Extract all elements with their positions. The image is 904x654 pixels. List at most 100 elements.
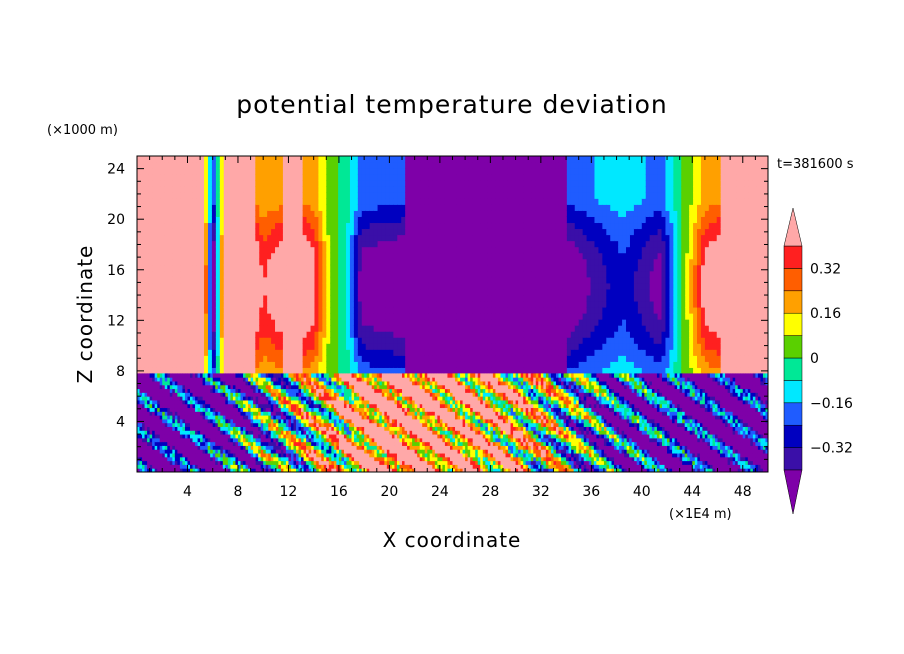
upper-cell [558,276,564,284]
upper-cell [503,349,509,356]
upper-cell [527,288,532,296]
upper-cell [255,222,260,230]
upper-cell [204,234,209,242]
upper-cell [622,300,627,308]
upper-cell [491,222,497,230]
upper-cell [204,198,209,205]
upper-cell [562,216,568,224]
upper-cell [480,288,485,296]
upper-cell [322,276,327,284]
upper-cell [602,361,607,368]
upper-cell [487,288,493,296]
upper-cell [330,204,335,211]
upper-cell [314,186,320,193]
upper-cell [519,355,525,362]
upper-cell [669,228,674,236]
upper-cell [239,264,245,272]
upper-cell [302,343,308,350]
upper-cell [156,319,162,326]
upper-cell [665,306,670,314]
upper-cell [606,331,611,338]
upper-cell [346,234,351,242]
upper-cell [535,355,540,362]
upper-cell [219,174,225,181]
upper-cell [247,300,252,308]
upper-cell [290,180,296,187]
upper-cell [176,156,181,163]
upper-cell [164,240,170,248]
upper-cell [503,216,509,224]
upper-cell [137,343,142,350]
upper-cell [586,270,592,278]
upper-cell [137,186,142,193]
upper-cell [393,343,398,350]
upper-cell [219,325,225,332]
upper-cell [168,162,174,169]
upper-cell [156,216,162,224]
upper-cell [282,180,288,187]
upper-cell [448,313,454,320]
upper-cell [393,246,398,254]
upper-cell [570,198,576,205]
upper-cell [144,331,150,338]
upper-cell [468,282,473,290]
upper-cell [677,282,682,290]
upper-cell [507,319,513,326]
upper-cell [661,264,667,272]
upper-cell [681,234,686,242]
upper-cell [590,204,596,211]
upper-cell [172,192,178,199]
upper-cell [223,258,229,266]
upper-cell [464,162,469,169]
upper-cell [235,276,241,284]
upper-cell [338,282,343,290]
upper-cell [152,180,158,187]
upper-cell [184,282,189,290]
upper-cell [215,343,221,350]
upper-cell [326,156,331,163]
upper-cell [338,210,343,217]
upper-cell [417,198,422,205]
upper-cell [468,294,473,302]
upper-cell [401,343,406,350]
upper-cell [566,216,572,224]
upper-cell [472,228,477,236]
upper-cell [456,294,461,302]
upper-cell [503,234,509,242]
upper-cell [239,180,245,187]
upper-cell [618,258,623,266]
upper-cell [353,367,359,375]
upper-cell [527,367,532,375]
upper-cell [334,288,339,296]
upper-cell [235,288,241,296]
upper-cell [460,180,465,187]
upper-cell [239,313,245,320]
upper-cell [365,180,371,187]
upper-cell [160,349,166,356]
upper-cell [377,306,383,314]
upper-cell [314,300,320,308]
upper-cell [499,222,505,230]
upper-cell [590,306,596,314]
upper-cell [353,300,359,308]
upper-cell [172,216,178,224]
upper-cell [334,210,339,217]
upper-cell [637,313,643,320]
upper-cell [172,306,178,314]
upper-cell [456,162,461,169]
upper-cell [657,156,663,163]
upper-cell [661,174,667,181]
upper-cell [641,361,647,368]
upper-cell [665,343,670,350]
upper-cell [440,228,446,236]
upper-cell [594,300,600,308]
upper-cell [618,313,623,320]
upper-cell [314,180,320,187]
upper-cell [346,319,351,326]
upper-cell [310,186,316,193]
upper-cell [176,294,181,302]
upper-cell [487,343,493,350]
upper-cell [405,361,410,368]
upper-cell [389,343,394,350]
upper-cell [290,288,296,296]
